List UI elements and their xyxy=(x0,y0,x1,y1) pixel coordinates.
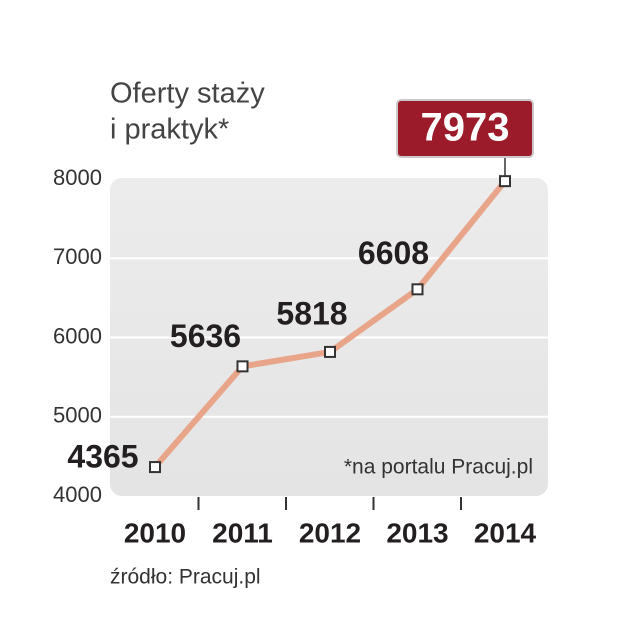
marker xyxy=(236,360,249,373)
y-tick-label: 8000 xyxy=(53,165,102,190)
marker xyxy=(149,461,161,474)
x-tick-label: 2011 xyxy=(212,517,273,548)
x-tick-label: 2014 xyxy=(474,517,537,548)
annotation: *na portalu Pracuj.pl xyxy=(344,456,533,479)
value-label: 6608 xyxy=(358,235,429,271)
marker xyxy=(499,175,511,188)
value-label: 4365 xyxy=(67,439,138,475)
chart-title: i praktyk* xyxy=(110,114,229,146)
x-tick-label: 2013 xyxy=(386,517,448,548)
marker xyxy=(324,345,336,358)
x-tick-label: 2012 xyxy=(299,517,361,548)
source: źródło: Pracuj.pl xyxy=(110,566,261,589)
highlight-box xyxy=(396,99,534,158)
value-label: 5818 xyxy=(276,295,347,331)
y-tick-label: 7000 xyxy=(53,244,102,269)
marker xyxy=(411,283,424,296)
y-tick-label: 6000 xyxy=(53,323,102,348)
value-label: 7973 xyxy=(421,106,510,150)
x-tick-label: 2010 xyxy=(124,517,186,548)
chart-title: Oferty staży xyxy=(110,78,265,110)
y-tick-label: 4000 xyxy=(53,482,102,507)
value-label: 5636 xyxy=(170,318,241,354)
y-tick-label: 5000 xyxy=(53,403,102,428)
